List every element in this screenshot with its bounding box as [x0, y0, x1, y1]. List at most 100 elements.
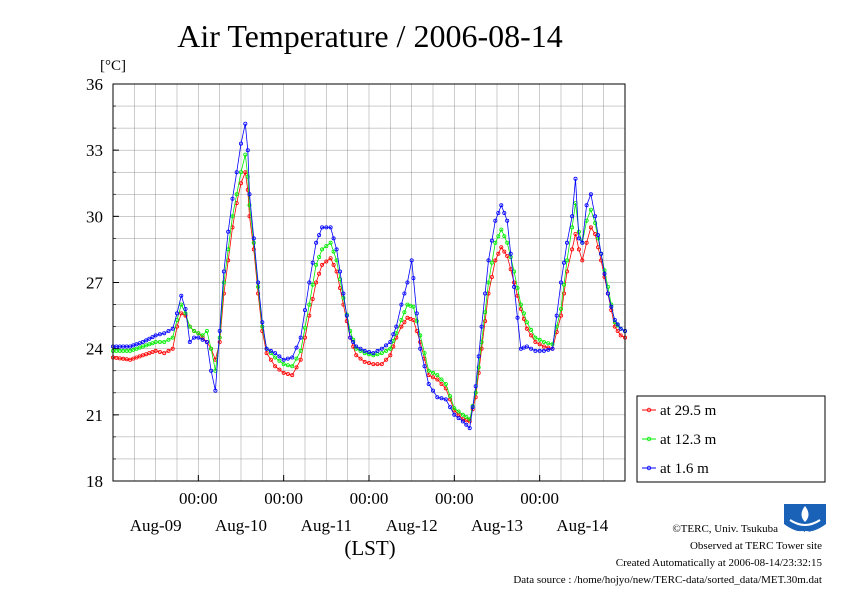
data-point [140, 339, 145, 344]
data-point [324, 244, 329, 249]
data-point [505, 218, 510, 223]
data-point [570, 214, 575, 219]
data-point [366, 360, 371, 365]
data-point [277, 354, 282, 359]
data-point [562, 291, 567, 296]
data-point [529, 333, 534, 338]
data-point [443, 397, 448, 402]
data-point [384, 343, 389, 348]
data-point [483, 319, 488, 324]
data-point [166, 348, 171, 353]
data-point [348, 328, 353, 333]
data-point [565, 258, 570, 263]
data-point [443, 381, 448, 386]
data-point [573, 231, 578, 236]
data-point [281, 370, 286, 375]
data-point [524, 344, 529, 349]
data-point [187, 339, 192, 344]
data-point [476, 365, 481, 370]
data-point [187, 324, 192, 329]
chart-title: Air Temperature / 2006-08-14 [177, 18, 563, 54]
data-point [150, 341, 155, 346]
data-point [384, 357, 389, 362]
data-point [379, 362, 384, 367]
data-point [493, 218, 498, 223]
data-point [196, 331, 201, 336]
data-point [435, 373, 440, 378]
data-point [144, 338, 149, 343]
data-point [430, 370, 435, 375]
x-tick-label: 00:00 [350, 489, 389, 508]
x-tick-label: 00:00 [435, 489, 474, 508]
x-day-label: Aug-09 [130, 516, 182, 535]
data-point [247, 203, 252, 208]
data-point [576, 247, 581, 252]
data-point [170, 335, 175, 340]
data-point [294, 345, 299, 350]
data-point [209, 346, 214, 351]
data-point [170, 346, 175, 351]
data-point [430, 388, 435, 393]
data-point [502, 210, 507, 215]
data-point [348, 335, 353, 340]
data-point [562, 260, 567, 265]
data-point [529, 346, 534, 351]
data-point [379, 351, 384, 356]
data-point [473, 384, 478, 389]
data-point [512, 284, 517, 289]
data-point [260, 320, 265, 325]
data-point [489, 260, 494, 265]
data-point [354, 353, 359, 358]
data-point [294, 356, 299, 361]
data-point [328, 240, 333, 245]
legend-label: at 29.5 m [660, 403, 717, 419]
data-point [502, 249, 507, 254]
y-tick-label: 36 [86, 75, 103, 94]
data-point [268, 351, 273, 356]
y-tick-label: 18 [86, 472, 103, 491]
data-point [196, 335, 201, 340]
data-point [230, 214, 235, 219]
data-point [580, 258, 585, 263]
data-point [204, 339, 209, 344]
data-point [411, 304, 416, 309]
data-point [588, 225, 593, 230]
data-point [533, 348, 538, 353]
data-point [166, 337, 171, 342]
data-point [307, 280, 312, 285]
data-point [452, 408, 457, 413]
data-point [331, 249, 336, 254]
data-point [399, 317, 404, 322]
footer-copyright: ©TERC, Univ. Tsukuba [672, 523, 778, 535]
data-point [402, 310, 407, 315]
data-point [460, 417, 465, 422]
footer-site: Observed at TERC Tower site [690, 540, 822, 552]
data-point [508, 251, 513, 256]
data-point [238, 181, 243, 186]
data-point [298, 335, 303, 340]
data-point [537, 348, 542, 353]
x-tick-label: 00:00 [179, 489, 218, 508]
data-point [192, 328, 197, 333]
data-point [268, 357, 273, 362]
data-point [153, 333, 158, 338]
data-point [221, 269, 226, 274]
data-point [402, 320, 407, 325]
data-point [588, 192, 593, 197]
data-point [277, 367, 282, 372]
data-point [426, 368, 431, 373]
data-point [285, 371, 290, 376]
footer-created: Created Automatically at 2006-08-14/23:3… [616, 557, 823, 569]
data-point [456, 416, 461, 421]
data-point [314, 280, 319, 285]
data-point [366, 349, 371, 354]
data-point [605, 284, 610, 289]
legend-items: at 29.5 m at 12.3 m at 1.6 m [642, 403, 717, 477]
data-point [596, 233, 601, 238]
series-at-1-6-m [111, 121, 628, 431]
data-point [448, 405, 453, 410]
data-point [226, 229, 231, 234]
data-point [204, 328, 209, 333]
data-point [302, 308, 307, 313]
